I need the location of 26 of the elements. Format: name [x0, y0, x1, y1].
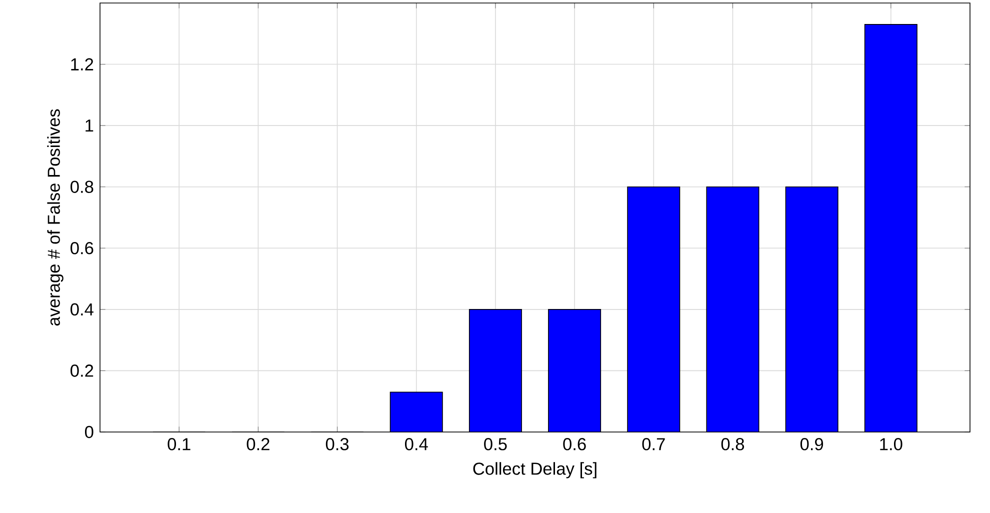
y-tick-label: 0.6 [70, 242, 94, 254]
y-tick-label: 0.8 [70, 180, 94, 193]
x-tick-label: 0.3 [326, 438, 349, 450]
y-tick-label: 1.2 [71, 58, 94, 70]
bar [786, 186, 838, 432]
x-tick-label: 0.7 [642, 438, 665, 450]
x-tick-label: 0.8 [721, 438, 744, 450]
x-tick-label: 0.5 [484, 438, 507, 450]
y-tick-label: 0.4 [70, 303, 94, 316]
bar [628, 186, 680, 432]
y-tick-label: 0 [84, 426, 94, 438]
bar [469, 309, 522, 432]
bar [548, 309, 601, 432]
bar [390, 392, 442, 432]
x-axis-title: Collect Delay [s] [473, 462, 596, 478]
bar [864, 24, 918, 432]
x-tick-label: 0.9 [800, 438, 824, 450]
x-tick-label: 0.1 [168, 438, 190, 450]
x-tick-label: 1.0 [880, 438, 902, 450]
x-tick-label: 0.2 [246, 438, 270, 450]
y-tick-label: 0.2 [70, 364, 94, 377]
y-tick-label: 1 [86, 120, 94, 132]
x-tick-label: 0.4 [404, 438, 428, 450]
bar [706, 186, 759, 432]
y-axis-title: average # of False Positives [47, 109, 64, 326]
x-tick-label: 0.6 [563, 438, 586, 450]
